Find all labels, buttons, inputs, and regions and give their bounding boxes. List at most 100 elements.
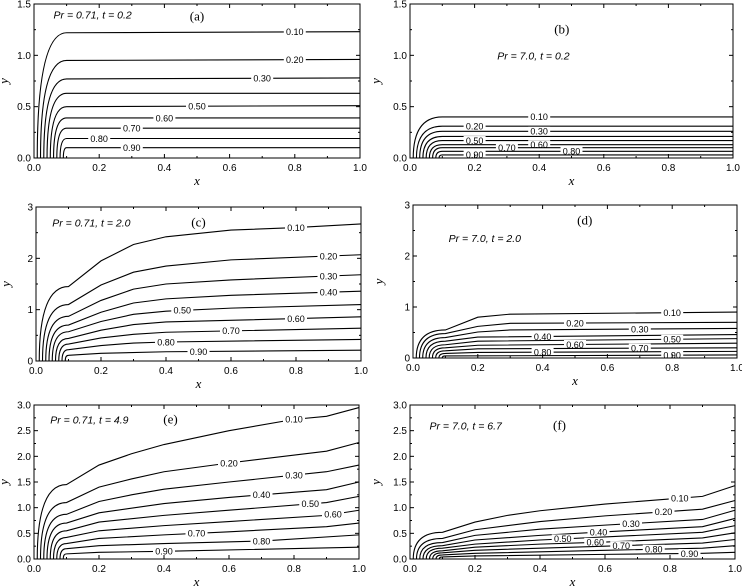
plot-frame (33, 3, 361, 159)
contour-label: 0.30 (285, 470, 303, 480)
contour-line-0.10 (36, 407, 360, 560)
x-tick-label: 0.0 (406, 363, 420, 374)
contour-label: 0.50 (554, 534, 572, 544)
contour-label-bg (652, 507, 675, 517)
contour-label: 0.40 (590, 527, 608, 537)
contour-label: 0.70 (498, 143, 516, 153)
x-tick-label: 0.6 (222, 564, 236, 575)
contour-label: 0.40 (534, 332, 552, 342)
contour-label: 0.30 (622, 519, 640, 529)
contour-label-bg (283, 55, 306, 65)
contour-line-0.50 (428, 338, 738, 359)
contour-label: 0.50 (301, 499, 319, 509)
contour-label-bg (322, 509, 344, 519)
y-tick-label: 3.0 (393, 401, 407, 412)
contour-line-0.20 (415, 125, 733, 159)
parameter-annotation: Pr = 7.0, t = 2.0 (449, 233, 522, 245)
contour-label: 0.60 (530, 140, 548, 150)
contour-line-0.60 (54, 316, 362, 362)
panel-a: 0.10 0.20 0.30 0.50 0.60 0.70 0.80 0.90 0.0 0.2 0.… (0, 0, 367, 188)
y-tick-label: 2.5 (393, 426, 407, 437)
contour-label-bg (528, 112, 551, 122)
y-tick-label: 3.0 (17, 401, 31, 412)
contour-label: 0.10 (663, 308, 681, 318)
contour-label-bg (528, 140, 551, 150)
contour-label: 0.70 (123, 124, 141, 134)
x-axis-label: x (571, 373, 578, 388)
contour-label: 0.30 (253, 74, 271, 84)
x-tick-label: 0.2 (471, 363, 485, 374)
y-axis-label: y (368, 479, 383, 487)
contour-line-0.10 (38, 223, 362, 362)
contour-line-0.30 (419, 130, 733, 159)
y-tick-label: 1.5 (17, 478, 31, 489)
panel-e: 0.100.200.300.400.500.600.700.800.900.0 0… (0, 401, 366, 587)
contour-line-0.40 (46, 481, 360, 560)
contour-label-bg (171, 305, 194, 315)
panel-label: (e) (163, 411, 177, 426)
x-tick-label: 0.4 (159, 366, 173, 377)
parameter-annotation: Pr = 0.71, t = 4.9 (50, 414, 128, 426)
y-tick-label: 2 (404, 252, 410, 263)
y-tick-label: 2.0 (17, 452, 31, 463)
contour-label: 0.20 (466, 121, 484, 131)
panel-c: 0.100.200.300.400.500.600.700.800.900.0 0… (0, 203, 368, 392)
contour-line-0.10 (415, 311, 738, 359)
x-tick-label: 0.6 (600, 363, 614, 374)
contour-line-0.60 (52, 509, 360, 560)
contour-line-0.30 (43, 464, 360, 560)
contour-label: 0.50 (173, 306, 191, 316)
contour-label: 0.20 (286, 55, 304, 65)
contour-line-0.80 (435, 545, 736, 560)
contour-label-bg (678, 548, 701, 558)
contour-label-bg (564, 318, 586, 328)
x-tick-label: 0.4 (157, 163, 171, 174)
x-tick-label: 0.4 (157, 564, 171, 575)
y-tick-label: 1.0 (393, 503, 407, 514)
contour-line-0.20 (39, 58, 361, 159)
x-tick-label: 1.0 (353, 163, 367, 174)
contour-line-0.20 (41, 254, 362, 362)
contour-label-bg (218, 458, 240, 468)
contour-label: 0.20 (655, 507, 673, 517)
contour-label-bg (628, 343, 651, 353)
x-tick-label: 0.0 (27, 564, 41, 575)
contour-line-0.20 (418, 321, 738, 359)
contour-label-bg (668, 493, 691, 503)
x-tick-label: 0.2 (468, 564, 482, 575)
x-axis-label: x (195, 376, 202, 391)
contour-label: 0.50 (188, 102, 206, 112)
contour-label-bg (120, 143, 143, 153)
y-tick-label: 2 (27, 254, 33, 265)
y-tick-label: 0.0 (393, 555, 407, 566)
contour-label: 0.20 (220, 458, 238, 468)
contour-label: 0.60 (324, 510, 342, 520)
contour-label-bg (155, 337, 177, 347)
contour-line-0.40 (425, 333, 738, 359)
y-axis-label: y (0, 281, 13, 289)
contour-line-0.20 (415, 499, 736, 560)
contour-label: 0.90 (190, 347, 208, 357)
contour-label-bg (187, 347, 210, 357)
y-tick-label: 1.5 (393, 0, 407, 11)
contour-label: 0.20 (566, 318, 584, 328)
contour-label-bg (317, 251, 340, 261)
contour-label-bg (642, 544, 665, 554)
contour-label-bg (251, 73, 274, 83)
x-tick-label: 0.2 (468, 163, 482, 174)
x-axis-label: x (568, 173, 575, 188)
contour-label: 0.40 (320, 288, 338, 298)
contour-label: 0.30 (530, 127, 548, 137)
contour-line-0.40 (422, 517, 736, 560)
y-tick-label: 1.5 (17, 0, 31, 11)
plot-frame (409, 3, 734, 159)
panel-label: (c) (191, 214, 205, 229)
contour-label: 0.10 (671, 493, 689, 503)
contour-label-bg (283, 414, 305, 424)
x-tick-label: 0.6 (598, 564, 612, 575)
y-tick-label: 3 (27, 203, 33, 214)
contour-line-0.50 (51, 303, 362, 362)
contour-label-bg (610, 541, 633, 551)
x-tick-label: 0.6 (597, 163, 611, 174)
contour-line-0.70 (432, 147, 733, 159)
